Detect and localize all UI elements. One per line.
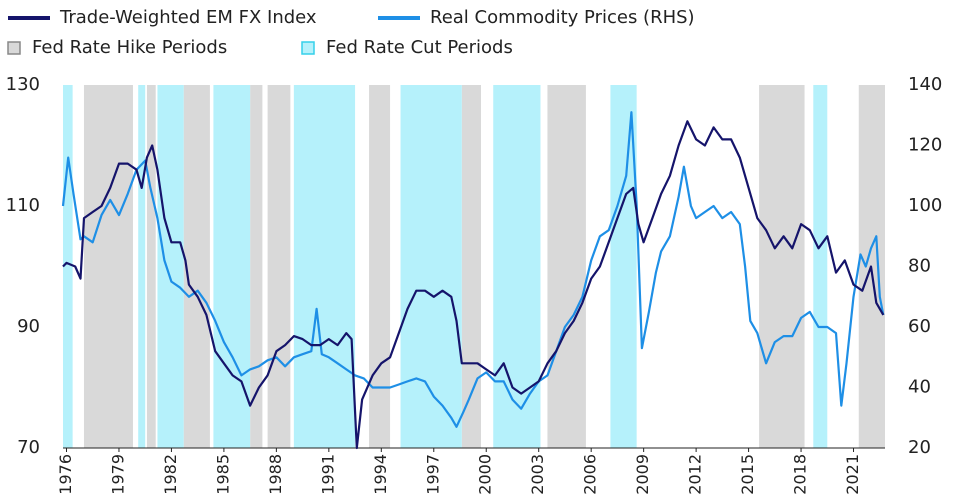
x-tick-label: 2009 [633, 454, 652, 495]
y2-tick-label: 60 [908, 316, 931, 337]
x-tick-label: 1979 [108, 454, 127, 495]
x-tick-label: 2006 [581, 454, 600, 495]
x-tick-label: 2015 [738, 454, 757, 495]
period-band [493, 85, 541, 448]
y2-tick-label: 140 [908, 74, 942, 95]
period-band [250, 85, 263, 448]
x-tick-label: 2012 [686, 454, 705, 495]
period-band [547, 85, 586, 448]
period-band [183, 85, 210, 448]
period-band [157, 85, 184, 448]
series-line [62, 120, 885, 450]
x-tick-label: 1988 [266, 454, 285, 495]
period-band [293, 85, 356, 448]
period-band [813, 85, 828, 448]
period-band [63, 85, 73, 448]
y-tick-label: 110 [6, 195, 40, 216]
x-tick-label: 2018 [791, 454, 810, 495]
x-tick-label: 2000 [476, 454, 495, 495]
legend-swatch [7, 41, 21, 55]
legend-label: Trade-Weighted EM FX Index [59, 7, 317, 28]
y2-tick-label: 80 [908, 256, 931, 277]
period-band [267, 85, 291, 448]
period-band [400, 85, 462, 448]
x-tick-label: 1997 [423, 454, 442, 495]
period-band [461, 85, 481, 448]
y2-tick-label: 40 [908, 377, 931, 398]
y-tick-label: 90 [17, 316, 40, 337]
y2-tick-label: 100 [908, 195, 942, 216]
legend-swatch [301, 41, 315, 55]
x-tick-label: 2003 [528, 454, 547, 495]
period-band [83, 85, 133, 448]
x-tick-label: 1994 [371, 454, 390, 495]
legend-label: Fed Rate Cut Periods [326, 37, 513, 58]
period-band [146, 85, 156, 448]
legend-label: Fed Rate Hike Periods [32, 37, 227, 58]
y-tick-label: 70 [17, 437, 40, 458]
x-tick-label: 2021 [843, 454, 862, 495]
y2-tick-label: 120 [908, 135, 942, 156]
x-tick-label: 1982 [161, 454, 180, 495]
period-band [369, 85, 391, 448]
x-tick-label: 1991 [318, 454, 337, 495]
x-tick-label: 1985 [213, 454, 232, 495]
legend-label: Real Commodity Prices (RHS) [430, 7, 695, 28]
period-band [759, 85, 805, 448]
y-tick-label: 130 [6, 74, 40, 95]
x-tick-label: 1976 [56, 454, 75, 495]
period-band [138, 85, 146, 448]
y2-tick-label: 20 [908, 437, 931, 458]
